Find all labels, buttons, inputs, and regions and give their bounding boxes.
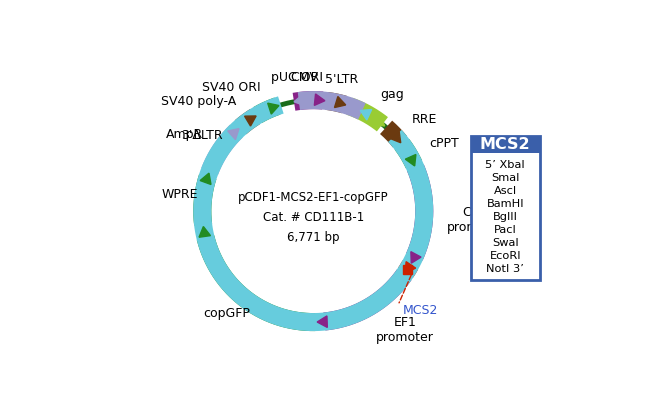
Text: RRE: RRE [411, 113, 437, 126]
Text: EF1
promoter: EF1 promoter [376, 316, 434, 344]
Text: AscI: AscI [494, 186, 517, 196]
Text: NotI 3’: NotI 3’ [486, 264, 524, 274]
Polygon shape [390, 131, 401, 143]
Polygon shape [268, 103, 279, 114]
Bar [471, 135, 540, 153]
Polygon shape [200, 173, 211, 184]
Polygon shape [228, 129, 239, 140]
Text: PacI: PacI [494, 225, 517, 235]
Polygon shape [374, 115, 385, 126]
Text: 3'ΔLTR: 3'ΔLTR [181, 130, 223, 143]
Polygon shape [199, 227, 211, 237]
Polygon shape [405, 262, 416, 273]
Text: EcoRI: EcoRI [490, 251, 521, 261]
Polygon shape [317, 316, 327, 327]
Text: copGFP: copGFP [203, 308, 250, 321]
Text: pCDF1-MCS2-EF1-copGFP: pCDF1-MCS2-EF1-copGFP [238, 191, 389, 204]
Polygon shape [360, 110, 372, 120]
Text: 6,771 bp: 6,771 bp [287, 231, 339, 244]
Polygon shape [294, 94, 305, 106]
Text: CMV: CMV [290, 71, 318, 84]
Polygon shape [405, 155, 416, 166]
Text: 5'LTR: 5'LTR [325, 73, 358, 86]
Polygon shape [314, 94, 325, 105]
Polygon shape [411, 252, 421, 263]
Text: AmpR: AmpR [166, 127, 203, 140]
Text: MCS2: MCS2 [480, 137, 531, 152]
Text: BamHI: BamHI [486, 199, 524, 209]
Text: MCS2: MCS2 [403, 304, 438, 317]
Text: SwaI: SwaI [492, 238, 519, 248]
Text: WPRE: WPRE [162, 188, 198, 201]
Bar [471, 135, 540, 280]
Text: SV40 poly-A: SV40 poly-A [161, 94, 236, 107]
Polygon shape [245, 116, 256, 126]
Text: SmaI: SmaI [491, 173, 519, 183]
Polygon shape [403, 265, 412, 273]
Text: pUC ORI: pUC ORI [271, 71, 323, 84]
Polygon shape [335, 97, 346, 107]
Text: 5’ XbaI: 5’ XbaI [485, 160, 525, 170]
Text: gag: gag [380, 88, 404, 101]
Text: cPPT: cPPT [430, 138, 459, 150]
Text: BglII: BglII [493, 212, 518, 222]
Text: SV40 ORI: SV40 ORI [202, 81, 261, 94]
Text: Cat. # CD111B-1: Cat. # CD111B-1 [263, 211, 364, 224]
Text: CMV
promoter: CMV promoter [447, 206, 505, 234]
